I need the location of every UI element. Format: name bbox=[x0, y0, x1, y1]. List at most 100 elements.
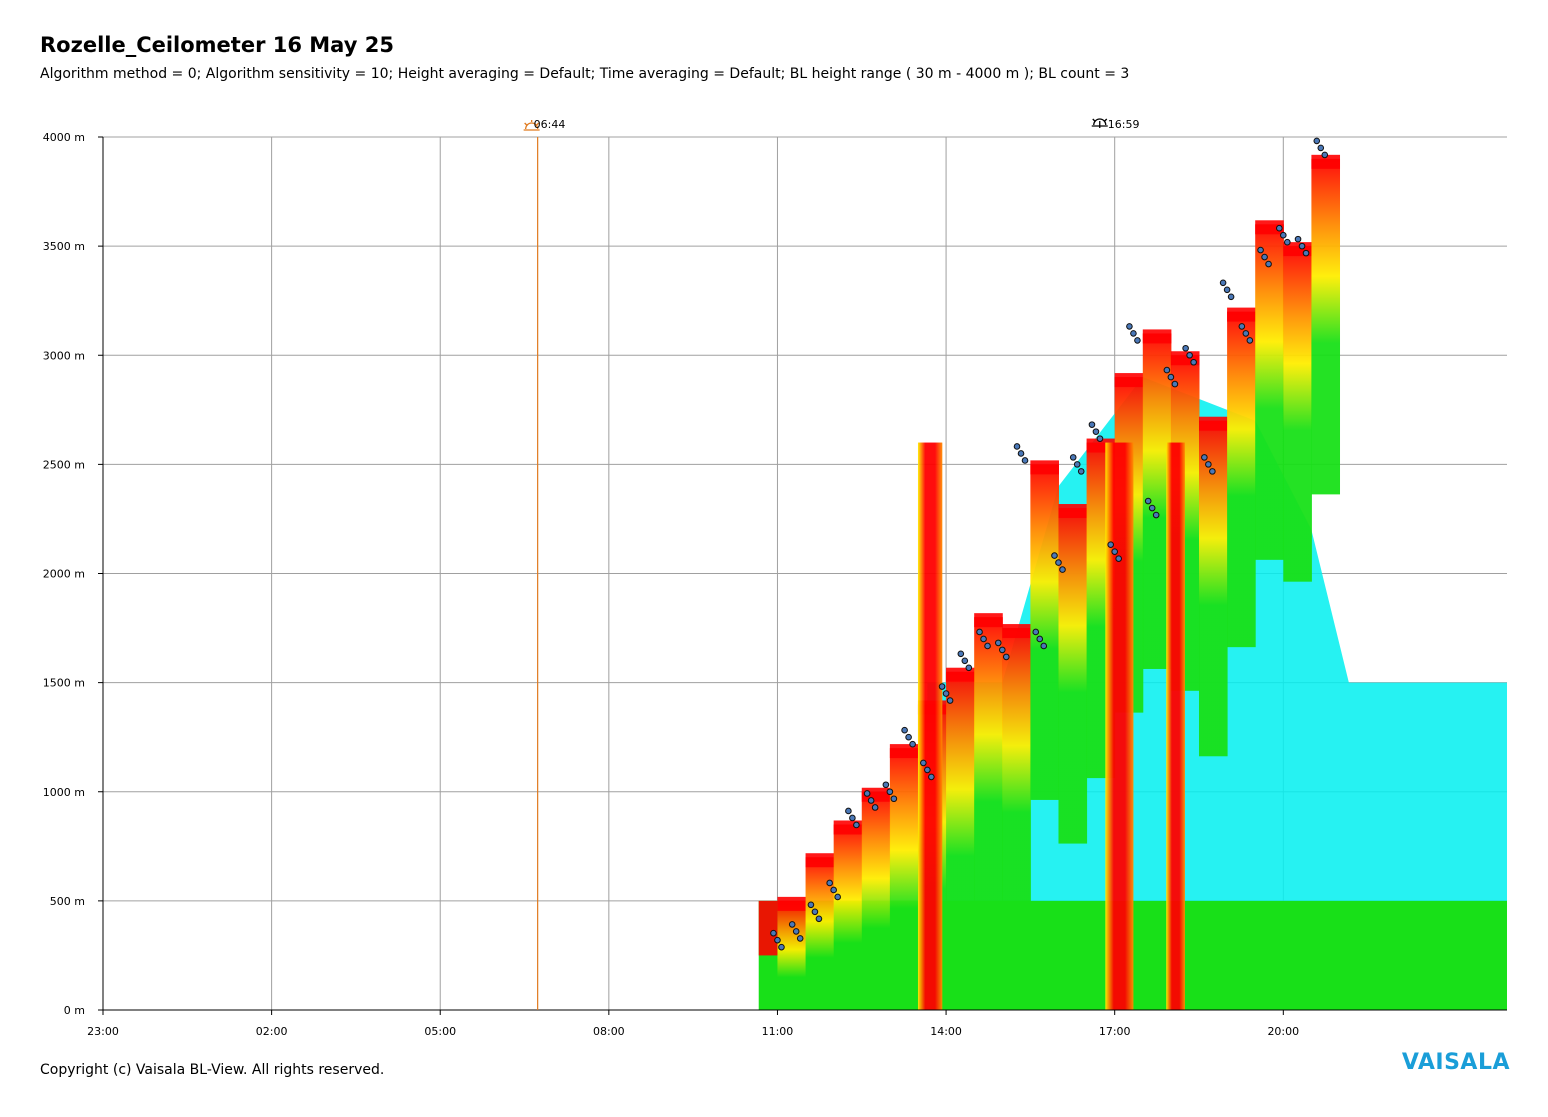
bl-height-marker bbox=[1134, 337, 1141, 344]
precipitation-column bbox=[1166, 442, 1185, 1010]
bl-height-marker bbox=[770, 929, 777, 937]
bl-height-marker bbox=[1257, 246, 1264, 254]
bl-height-marker bbox=[1186, 351, 1193, 359]
backscatter-cap bbox=[1227, 307, 1256, 322]
precipitation-column bbox=[1105, 442, 1134, 1010]
backscatter-cap bbox=[889, 744, 919, 759]
bl-height-marker bbox=[909, 740, 916, 748]
bl-height-marker bbox=[1242, 330, 1250, 337]
bl-height-marker bbox=[965, 664, 973, 672]
y-tick-label: 1000 m bbox=[43, 786, 85, 799]
y-tick-label: 0 m bbox=[64, 1004, 85, 1017]
chart-title: Rozelle_Ceilometer 16 May 25 bbox=[40, 33, 394, 57]
bl-height-marker bbox=[961, 657, 969, 665]
bl-height-marker bbox=[1227, 293, 1235, 301]
bl-height-marker bbox=[1182, 344, 1189, 352]
bl-height-markers bbox=[770, 137, 1329, 951]
bl-height-marker bbox=[946, 697, 954, 704]
bl-height-marker bbox=[788, 921, 796, 928]
x-tick-label: 23:00 bbox=[87, 1025, 119, 1038]
bl-height-marker bbox=[1294, 235, 1302, 243]
sunrise-label: 06:44 bbox=[534, 118, 566, 131]
backscatter-column bbox=[1255, 224, 1284, 560]
bl-height-marker bbox=[1077, 468, 1085, 475]
bl-height-marker bbox=[928, 773, 935, 781]
bl-height-marker bbox=[1317, 144, 1325, 152]
bl-height-marker bbox=[901, 726, 908, 734]
backscatter-column bbox=[1311, 158, 1341, 495]
bl-height-marker bbox=[1261, 253, 1268, 261]
bl-height-marker bbox=[938, 683, 946, 690]
x-tick-label: 08:00 bbox=[593, 1025, 625, 1038]
backscatter-column bbox=[946, 671, 975, 1008]
backscatter-column bbox=[833, 824, 863, 1010]
bl-height-marker bbox=[1126, 323, 1133, 330]
bl-height-marker bbox=[1096, 435, 1104, 442]
sun-markers: 06:44 16:59 bbox=[523, 118, 1139, 1010]
bl-height-marker bbox=[1209, 468, 1216, 475]
bl-height-marker bbox=[1013, 443, 1021, 450]
bl-height-marker bbox=[1171, 380, 1179, 388]
backscatter-cap bbox=[777, 896, 807, 911]
y-tick-label: 2000 m bbox=[43, 568, 85, 581]
bl-height-marker bbox=[830, 886, 837, 894]
bl-height-marker bbox=[1069, 454, 1077, 461]
sunset-icon bbox=[1091, 118, 1108, 128]
bl-height-marker bbox=[882, 781, 890, 789]
bl-height-marker bbox=[1115, 555, 1122, 562]
bl-height-marker bbox=[1148, 504, 1156, 512]
copyright-footer: Copyright (c) Vaisala BL-View. All right… bbox=[40, 1062, 385, 1078]
y-tick-label: 500 m bbox=[50, 895, 85, 908]
y-tick-label: 2500 m bbox=[43, 458, 85, 471]
bl-height-marker bbox=[994, 639, 1002, 647]
backscatter-cap bbox=[1030, 460, 1059, 475]
bl-height-marker bbox=[1284, 238, 1291, 246]
bl-height-marker bbox=[942, 690, 950, 697]
bl-height-marker bbox=[1002, 653, 1010, 661]
backscatter-cap bbox=[946, 667, 975, 682]
backscatter-column bbox=[1002, 628, 1031, 964]
bl-height-marker bbox=[792, 928, 800, 935]
backscatter-column bbox=[777, 900, 807, 1010]
backscatter-cap bbox=[1114, 373, 1144, 388]
backscatter-column bbox=[1058, 508, 1088, 844]
backscatter-column bbox=[974, 617, 1003, 953]
backscatter-cap bbox=[805, 853, 835, 868]
bl-height-marker bbox=[796, 935, 804, 942]
precipitation-column bbox=[917, 442, 943, 1010]
bl-height-marker bbox=[826, 879, 833, 887]
bl-height-marker bbox=[1040, 642, 1048, 650]
bl-height-marker bbox=[1055, 559, 1062, 566]
bl-height-marker bbox=[1107, 541, 1114, 548]
bl-height-marker bbox=[1219, 279, 1227, 287]
bl-height-marker bbox=[1092, 428, 1100, 435]
backscatter-column bbox=[1227, 311, 1256, 648]
backscatter-cap bbox=[1198, 416, 1228, 431]
backscatter-cap bbox=[974, 613, 1003, 628]
backscatter-cap bbox=[1058, 504, 1088, 519]
bl-height-marker bbox=[1246, 337, 1254, 344]
backscatter-cap bbox=[1002, 624, 1031, 639]
bl-height-marker bbox=[1223, 286, 1231, 294]
x-tick-label: 20:00 bbox=[1267, 1025, 1299, 1038]
bl-height-marker bbox=[871, 804, 879, 811]
bl-height-marker bbox=[845, 807, 852, 815]
y-tick-label: 3500 m bbox=[43, 240, 85, 253]
bl-height-marker bbox=[1163, 366, 1171, 374]
bl-height-marker bbox=[1021, 457, 1029, 464]
backscatter-cap bbox=[1142, 329, 1172, 344]
bl-height-marker bbox=[890, 795, 898, 803]
bl-height-marker bbox=[905, 733, 912, 741]
bl-height-marker bbox=[920, 759, 927, 767]
bl-height-marker bbox=[1190, 358, 1197, 366]
early-backscatter bbox=[758, 900, 778, 956]
chart-subtitle: Algorithm method = 0; Algorithm sensitiv… bbox=[40, 66, 1130, 82]
bl-height-marker bbox=[815, 915, 823, 923]
bl-height-marker bbox=[774, 936, 781, 944]
bl-height-marker bbox=[1088, 421, 1096, 428]
bl-height-marker bbox=[976, 628, 983, 636]
backscatter-column bbox=[1283, 246, 1312, 582]
x-tick-label: 11:00 bbox=[762, 1025, 794, 1038]
bl-height-marker bbox=[1167, 373, 1175, 381]
